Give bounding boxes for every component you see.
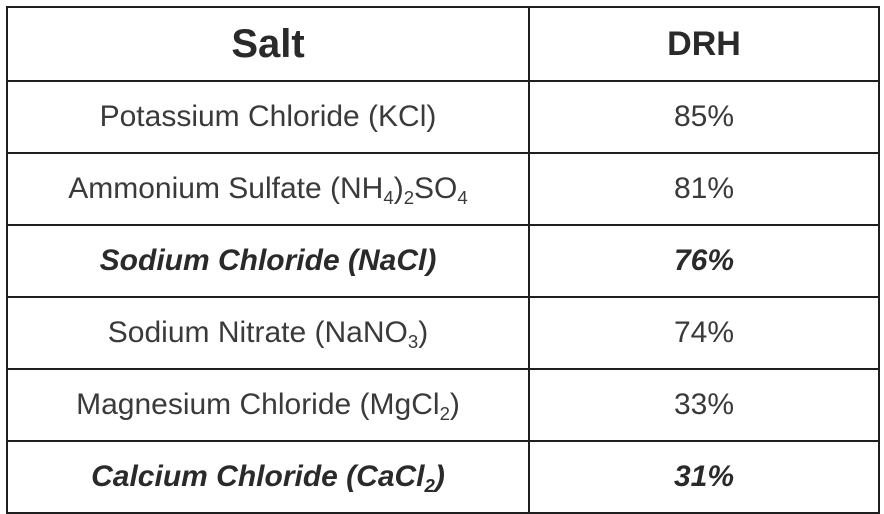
salt-drh-table: Salt DRH Potassium Chloride (KCl) 85% Am… [6,6,880,514]
salt-cell: Sodium Nitrate (NaNO3) [6,296,530,370]
salt-name-text: Ammonium Sulfate (NH [68,172,384,205]
salt-cell: Sodium Chloride (NaCl) [6,224,530,298]
drh-value-cell: 33% [528,368,880,442]
drh-column-header: DRH [528,6,880,82]
table-row-emphasized: Calcium Chloride (CaCl2) 31% [6,440,880,514]
table-row: Magnesium Chloride (MgCl2) 33% [6,368,880,442]
salt-column-header: Salt [6,6,530,82]
salt-cell: Potassium Chloride (KCl) [6,80,530,154]
salt-cell: Ammonium Sulfate (NH4)2SO4 [6,152,530,226]
drh-value-cell: 31% [528,440,880,514]
salt-name-text: Calcium Chloride (CaCl [91,460,425,493]
drh-value-cell: 76% [528,224,880,298]
subscript: 2 [424,474,435,496]
table-row-emphasized: Sodium Chloride (NaCl) 76% [6,224,880,298]
subscript: 4 [383,186,394,208]
salt-cell: Calcium Chloride (CaCl2) [6,440,530,514]
table-row: Ammonium Sulfate (NH4)2SO4 81% [6,152,880,226]
salt-name-text: ) [418,316,429,349]
subscript: 2 [439,402,450,424]
drh-value-cell: 85% [528,80,880,154]
salt-cell: Magnesium Chloride (MgCl2) [6,368,530,442]
subscript: 2 [403,186,415,208]
salt-name-text: ) [449,388,460,421]
salt-name-text: Sodium Chloride (NaCl) [99,244,437,277]
table-row: Sodium Nitrate (NaNO3) 74% [6,296,880,370]
salt-name-text: Sodium Nitrate (NaNO [107,316,408,349]
drh-value-cell: 81% [528,152,880,226]
salt-name-text: Potassium Chloride (KCl) [99,100,437,133]
header-row: Salt DRH [6,6,880,82]
salt-name-text: ) [393,172,404,205]
salt-name-text: ) [434,460,445,493]
salt-name-text: Magnesium Chloride (MgCl [76,388,440,421]
subscript: 4 [457,186,468,208]
table-row: Potassium Chloride (KCl) 85% [6,80,880,154]
salt-name-text: SO [414,172,458,205]
drh-value-cell: 74% [528,296,880,370]
subscript: 3 [407,330,419,352]
